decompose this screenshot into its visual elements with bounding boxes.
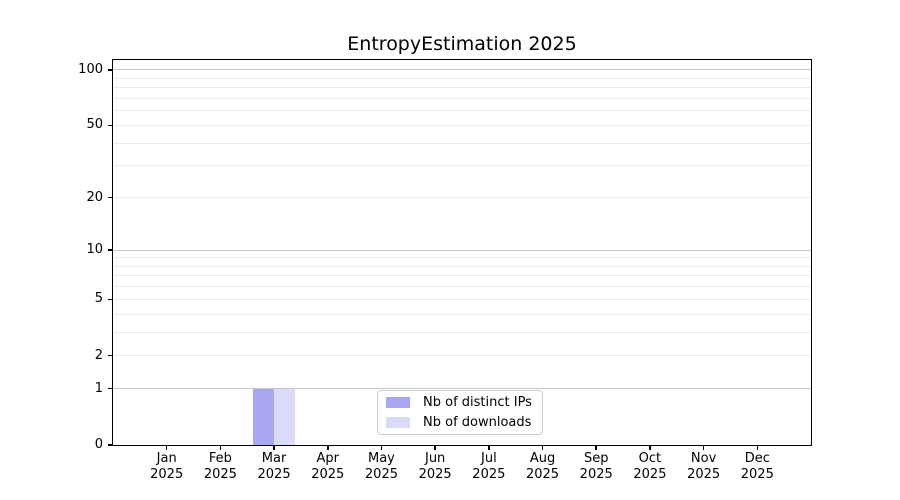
gridline-minor xyxy=(113,286,811,288)
y-axis-tick-label: 2 xyxy=(94,347,103,363)
gridline-minor xyxy=(113,197,811,198)
gridline-minor xyxy=(113,110,811,112)
legend-label-distinct-ips: Nb of distinct IPs xyxy=(423,394,532,410)
gridline-minor xyxy=(113,355,811,357)
legend-swatch-downloads-icon xyxy=(386,417,410,428)
chart-title: EntropyEstimation 2025 xyxy=(347,33,577,55)
gridline-minor xyxy=(113,124,811,126)
y-axis-tick xyxy=(108,444,113,446)
gridline-minor xyxy=(113,298,811,300)
gridline-minor xyxy=(113,142,811,144)
y-axis-tick xyxy=(108,354,113,357)
x-axis-tick-label: Sep 2025 xyxy=(579,451,613,482)
y-axis-tick xyxy=(108,69,113,71)
gridline-minor xyxy=(113,257,811,259)
y-axis-tick-label: 5 xyxy=(94,291,103,307)
x-axis-tick-label: Dec 2025 xyxy=(740,451,774,482)
x-axis-tick-label: May 2025 xyxy=(364,451,398,482)
y-axis-tick xyxy=(108,387,113,390)
x-axis-tick-label: Jan 2025 xyxy=(150,451,184,482)
x-axis-tick xyxy=(595,445,597,450)
bar-distinct-ips xyxy=(253,388,275,445)
x-axis-tick xyxy=(702,445,705,450)
gridline-major xyxy=(113,69,811,71)
x-axis-tick xyxy=(649,445,651,450)
legend-item-distinct-ips: Nb of distinct IPs xyxy=(386,395,534,411)
y-axis-tick-label: 10 xyxy=(86,242,103,258)
legend-item-downloads: Nb of downloads xyxy=(386,415,534,431)
x-axis-tick xyxy=(273,445,275,450)
x-axis-tick xyxy=(327,445,329,450)
gridline-minor xyxy=(113,331,811,333)
legend: Nb of distinct IPs Nb of downloads xyxy=(377,390,543,435)
x-axis-tick-label: Jul 2025 xyxy=(472,451,506,482)
gridline-minor xyxy=(113,275,811,277)
bar-downloads xyxy=(274,388,296,445)
x-axis-tick-label: Apr 2025 xyxy=(311,451,345,482)
x-axis-tick-label: Oct 2025 xyxy=(633,451,667,482)
gridline-major xyxy=(113,388,811,390)
x-axis-tick-label: Aug 2025 xyxy=(525,451,560,482)
x-axis-tick-label: Mar 2025 xyxy=(257,451,291,482)
gridline-minor xyxy=(113,165,811,167)
x-axis-tick xyxy=(219,445,222,450)
y-axis-tick-label: 100 xyxy=(78,61,103,77)
x-axis-tick-label: Jun 2025 xyxy=(418,451,452,482)
x-axis-tick-label: Feb 2025 xyxy=(203,451,237,482)
y-axis-tick xyxy=(108,298,113,301)
legend-label-downloads: Nb of downloads xyxy=(423,414,532,430)
y-axis-tick xyxy=(108,124,113,127)
legend-swatch-distinct-ips-icon xyxy=(386,397,410,408)
y-axis-tick-label: 20 xyxy=(86,189,103,205)
x-axis-tick xyxy=(541,445,544,450)
x-axis-tick xyxy=(380,445,383,450)
y-axis-tick xyxy=(108,196,113,199)
y-axis-tick-label: 0 xyxy=(94,437,103,452)
y-axis-tick-label: 1 xyxy=(94,380,103,396)
x-axis-tick xyxy=(165,445,168,450)
gridline-major xyxy=(113,249,811,251)
x-axis-tick-label: Nov 2025 xyxy=(687,451,721,482)
gridline-minor xyxy=(113,77,811,79)
y-axis-tick-label: 50 xyxy=(86,117,103,133)
gridline-minor xyxy=(113,265,811,267)
x-axis-tick xyxy=(756,445,759,450)
x-axis-tick xyxy=(434,445,436,450)
x-axis-tick xyxy=(488,445,490,450)
y-axis-tick xyxy=(108,249,113,251)
gridline-minor xyxy=(113,97,811,99)
gridline-minor xyxy=(113,313,811,315)
gridline-minor xyxy=(113,87,811,89)
